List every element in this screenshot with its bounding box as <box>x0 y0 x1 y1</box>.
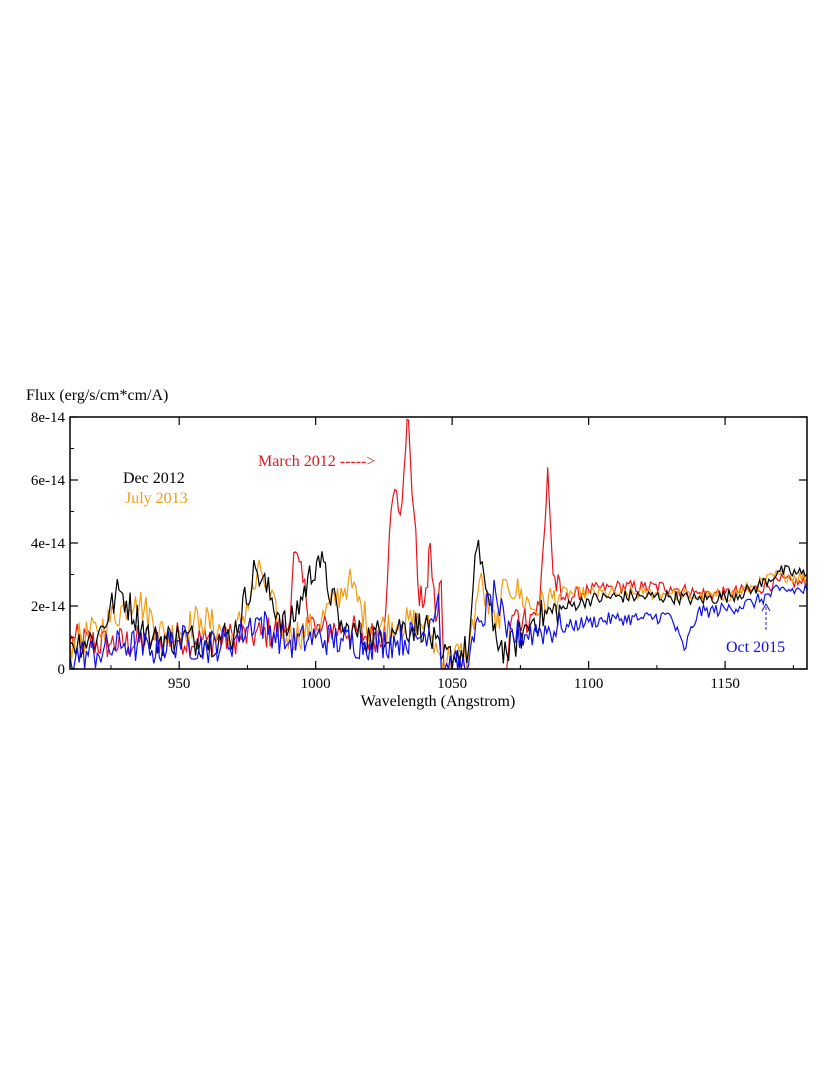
tick-layer: 950 1000 1050 1100 1150 0 2e-14 4e-14 6e-14 8e-14 <box>31 410 807 692</box>
x-tick-label-950: 950 <box>168 676 191 692</box>
y-tick-label-0: 0 <box>58 662 66 678</box>
plot-frame <box>69 416 808 670</box>
series-line-march-2012 <box>69 418 808 670</box>
series-line-july-2013 <box>69 559 808 671</box>
x-axis-title: Wavelength (Angstrom) <box>361 693 516 710</box>
x-tick-label-1100: 1100 <box>574 676 603 692</box>
x-tick-label-1000: 1000 <box>301 676 331 692</box>
y-tick-label-1: 2e-14 <box>31 599 66 615</box>
y-axis-title: Flux (erg/s/cm*cm/A) <box>26 387 168 404</box>
x-tick-label-1050: 1050 <box>437 676 467 692</box>
annotation-july-2013: July 2013 <box>125 490 188 507</box>
annotation-oct-2015: Oct 2015 <box>726 639 785 656</box>
annotation-dec-2012: Dec 2012 <box>123 470 185 487</box>
series-line-dec-2012 <box>69 539 808 670</box>
y-tick-label-4: 8e-14 <box>31 410 66 426</box>
series-line-oct-2015 <box>69 579 808 671</box>
oct-2015-arrow-head <box>761 602 771 612</box>
series-layer <box>69 418 808 671</box>
y-tick-label-3: 6e-14 <box>31 473 66 489</box>
x-tick-label-1150: 1150 <box>710 676 739 692</box>
annotation-march-2012: March 2012 -----> <box>258 453 375 470</box>
y-tick-label-2: 4e-14 <box>31 536 66 552</box>
